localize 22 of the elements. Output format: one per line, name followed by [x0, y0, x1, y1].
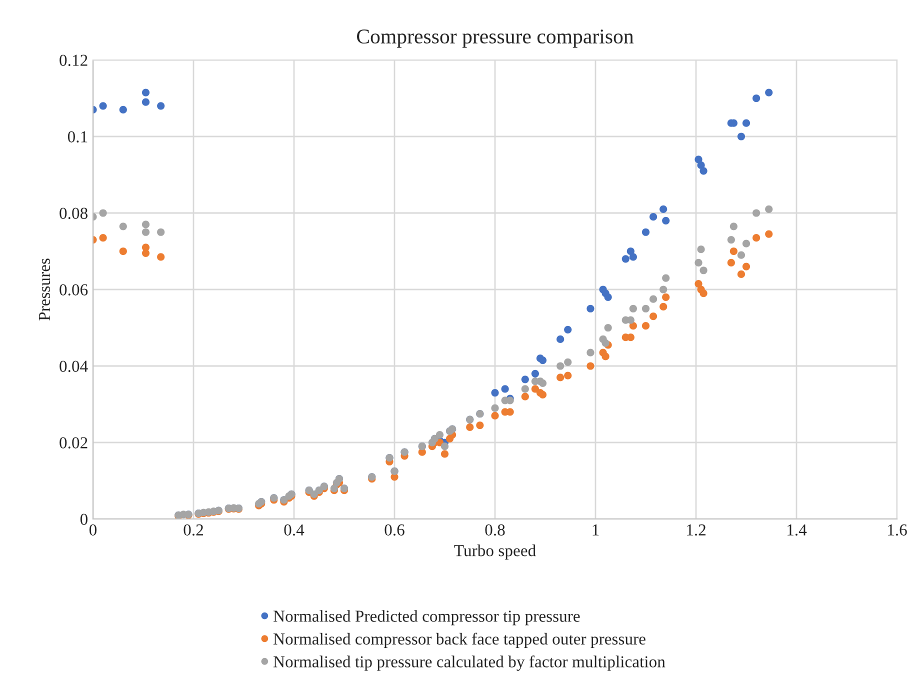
- x-tick-label: 0.6: [384, 524, 404, 536]
- y-axis-title: Pressures: [38, 258, 50, 320]
- x-tick-label: 1: [592, 524, 599, 536]
- y-tick-label: 0.06: [60, 284, 88, 296]
- y-tick-label: 0.1: [68, 131, 88, 143]
- y-tick-label: 0.04: [60, 360, 88, 372]
- y-tick-label: 0.08: [60, 208, 88, 220]
- y-tick-label: 0.12: [60, 54, 88, 66]
- chart-title: Compressor pressure comparison: [356, 30, 634, 48]
- x-tick-label: 0.4: [284, 524, 304, 536]
- legend-label: Normalised Predicted compressor tip pressure: [273, 610, 580, 626]
- x-tick-label: 0.2: [184, 524, 203, 536]
- x-tick-label: 1.4: [788, 524, 807, 536]
- x-axis-title: Turbo speed: [454, 544, 536, 560]
- x-tick-label: 0.8: [485, 524, 505, 536]
- legend-label: Normalised tip pressure calculated by factor multiplication: [273, 656, 666, 671]
- legend-label: Normalised compressor back face tapped outer pressure: [273, 632, 646, 648]
- x-tick-label: 1.2: [687, 524, 706, 536]
- x-tick-label: 0: [89, 524, 97, 536]
- y-tick-label: 0.02: [60, 437, 88, 449]
- y-tick-label: 0: [80, 514, 88, 525]
- x-tick-label: 1.6: [888, 524, 907, 536]
